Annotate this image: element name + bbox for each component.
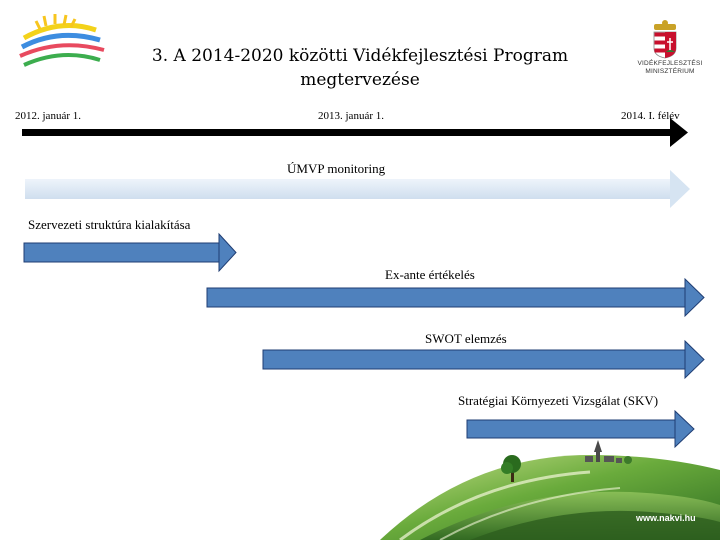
title-line-2: megtervezése <box>300 70 420 90</box>
struct-label: Szervezeti struktúra kialakítása <box>28 217 191 232</box>
title-line-1: 3. A 2014-2020 közötti Vidékfejlesztési … <box>151 46 569 66</box>
date-label-end: 2014. I. félév <box>621 110 680 122</box>
hill-landscape <box>380 440 720 540</box>
ministry-line-2: MINISZTÉRIUM <box>645 68 695 75</box>
footer-url[interactable]: www.nakvi.hu <box>636 513 696 523</box>
umvp-monitoring-label: ÚMVP monitoring <box>287 161 386 176</box>
swot-arrow <box>262 339 705 380</box>
struct-arrow <box>23 232 237 273</box>
sun-logo-icon <box>19 14 105 67</box>
timeline-arrow <box>22 118 688 147</box>
coat-of-arms-icon <box>653 20 677 59</box>
slide-title: 3. A 2014-2020 közötti Vidékfejlesztési … <box>140 44 580 92</box>
ministry-name: VIDÉKFEJLESZTÉSI MINISZTÉRIUM <box>630 60 710 76</box>
exante-arrow <box>206 277 705 318</box>
ministry-line-1: VIDÉKFEJLESZTÉSI <box>637 60 703 67</box>
swot-label: SWOT elemzés <box>425 331 507 346</box>
exante-label: Ex-ante értékelés <box>385 267 475 282</box>
skv-arrow <box>466 409 695 449</box>
umvp-monitoring-arrow <box>25 170 690 208</box>
skv-label: Stratégiai Környezeti Vizsgálat (SKV) <box>458 393 659 408</box>
date-label-mid: 2013. január 1. <box>318 110 384 122</box>
date-label-start: 2012. január 1. <box>15 110 81 122</box>
